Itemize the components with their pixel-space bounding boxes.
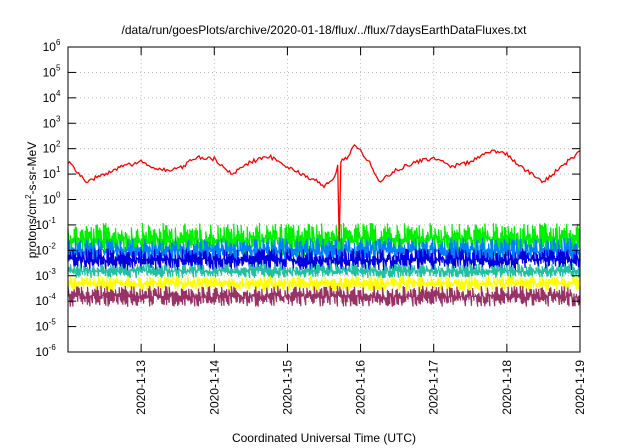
- y-axis-label-prefix: protons/cm: [25, 199, 39, 258]
- y-tick-label: 104: [43, 89, 61, 105]
- y-tick-label-exponent: 2: [56, 140, 61, 149]
- y-tick-label: 105: [43, 63, 61, 79]
- y-tick-label: 103: [43, 114, 61, 130]
- series-band-3: [67, 248, 581, 272]
- y-tick-label-base: 10: [43, 142, 57, 156]
- series-band-6: [67, 285, 581, 307]
- y-tick-label-exponent: -4: [49, 292, 57, 301]
- y-tick-label-exponent: 3: [56, 114, 61, 123]
- y-tick-label-exponent: -2: [49, 241, 57, 250]
- chart-title: /data/run/goesPlots/archive/2020-01-18/f…: [122, 23, 528, 37]
- y-tick-label-base: 10: [35, 345, 49, 359]
- y-tick-label-exponent: 6: [56, 38, 61, 47]
- y-tick-label-exponent: -5: [49, 318, 57, 327]
- y-tick-label: 10-6: [35, 343, 56, 359]
- series-layer: [67, 143, 581, 307]
- y-tick-labels: 10-610-510-410-310-210-11001011021031041…: [35, 38, 61, 359]
- y-tick-label-base: 10: [43, 167, 57, 181]
- y-tick-label-exponent: -1: [49, 216, 57, 225]
- y-tick-label: 101: [43, 165, 61, 181]
- y-tick-label-base: 10: [43, 40, 57, 54]
- series-band-4: [67, 263, 581, 279]
- grid: [68, 47, 580, 352]
- series-band-1: [67, 222, 581, 256]
- y-tick-label-base: 10: [35, 294, 49, 308]
- y-tick-label-exponent: -3: [49, 267, 57, 276]
- x-tick-label: 2020-1-14: [207, 360, 221, 415]
- y-tick-label: 10-5: [35, 318, 56, 334]
- y-tick-label-exponent: 5: [56, 63, 61, 72]
- y-tick-label: 102: [43, 140, 61, 156]
- y-tick-label-exponent: 0: [56, 191, 61, 200]
- series-line-red: [67, 143, 581, 242]
- y-tick-label: 106: [43, 38, 61, 54]
- y-axis-label: protons/cm2-s-sr-MeV: [24, 142, 39, 258]
- x-tick-label: 2020-1-18: [500, 360, 514, 415]
- y-tick-label-base: 10: [43, 116, 57, 130]
- y-tick-label: 100: [43, 191, 61, 207]
- x-tick-label: 2020-1-17: [427, 360, 441, 415]
- x-axis-label: Coordinated Universal Time (UTC): [232, 431, 416, 445]
- y-tick-label-base: 10: [35, 243, 49, 257]
- y-tick-label: 10-4: [35, 292, 56, 308]
- y-tick-label: 10-3: [35, 267, 56, 283]
- y-axis-label-sup: 2: [24, 194, 33, 199]
- x-tick-label: 2020-1-15: [280, 360, 294, 415]
- y-tick-label: 10-2: [35, 241, 56, 257]
- y-tick-label-base: 10: [35, 320, 49, 334]
- y-tick-label-base: 10: [35, 269, 49, 283]
- series-band-5: [67, 275, 581, 292]
- y-tick-label-exponent: 1: [56, 165, 61, 174]
- y-tick-label-base: 10: [43, 193, 57, 207]
- y-tick-label-exponent: 4: [56, 89, 61, 98]
- x-tick-label: 2020-1-16: [354, 360, 368, 415]
- ticks: [68, 46, 581, 353]
- x-tick-labels: 2020-1-13 2020-1-14 2020-1-15 2020-1-16 2020…: [134, 360, 587, 415]
- y-axis-label-suffix: -s-sr-MeV: [25, 142, 39, 195]
- y-tick-label-base: 10: [35, 218, 49, 232]
- y-tick-label-base: 10: [43, 65, 57, 79]
- y-tick-label: 10-1: [35, 216, 56, 232]
- y-tick-label-base: 10: [43, 91, 57, 105]
- x-tick-label: 2020-1-13: [134, 360, 148, 415]
- x-tick-label: 2020-1-19: [573, 360, 587, 415]
- y-tick-label-exponent: -6: [49, 343, 57, 352]
